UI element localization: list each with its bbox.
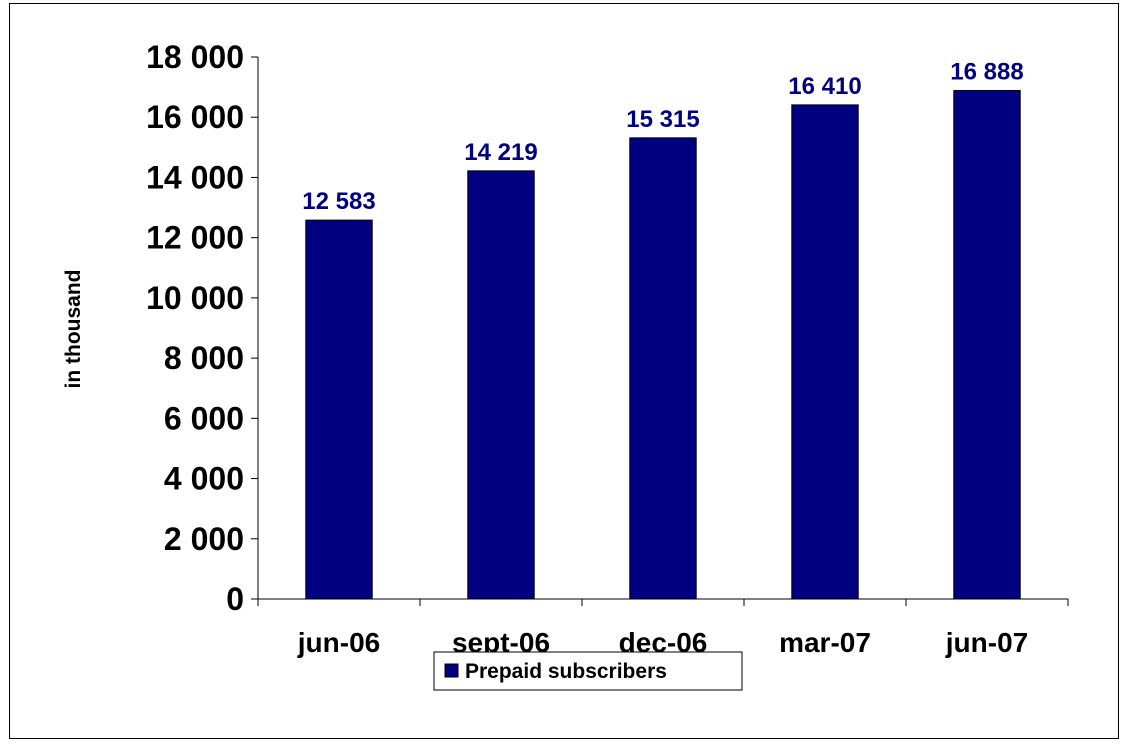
chart-frame: [9, 3, 1119, 739]
bars: [305, 89, 1021, 600]
bar: [305, 219, 373, 600]
y-tick-label: 0: [226, 581, 244, 617]
legend-swatch: [444, 663, 459, 678]
y-axis: 0 2 000 4 000 6 000 8 000 10 000 12 000 14 000 1…: [146, 39, 259, 617]
y-tick-label: 4 000: [164, 461, 244, 497]
x-tick-label: jun-06: [297, 627, 380, 658]
legend-box: [433, 651, 743, 691]
data-label: 14 219: [464, 139, 537, 166]
y-tick-label: 12 000: [146, 220, 244, 256]
y-tick-label: 18 000: [146, 39, 244, 75]
y-tick-label: 10 000: [146, 280, 244, 316]
x-tick-label: mar-07: [779, 627, 871, 658]
data-label: 16 888: [950, 58, 1023, 85]
legend-label: Prepaid subscribers: [465, 660, 667, 683]
data-label: 15 315: [626, 106, 699, 133]
y-axis-title: in thousand: [62, 270, 85, 389]
bar: [953, 89, 1021, 600]
x-tick-label: jun-07: [945, 627, 1028, 658]
y-tick-label: 8 000: [164, 340, 244, 376]
bar: [467, 170, 535, 600]
data-labels: 12 583 14 219 15 315 16 410 16 888: [302, 58, 1023, 215]
legend: Prepaid subscribers: [433, 651, 743, 691]
bar: [629, 137, 697, 600]
y-tick-label: 2 000: [164, 521, 244, 557]
data-label: 12 583: [302, 188, 375, 215]
y-tick-label: 14 000: [146, 159, 244, 195]
data-label: 16 410: [788, 73, 861, 100]
x-axis: jun-06 sept-06 dec-06 mar-07 jun-07: [257, 598, 1069, 658]
bar: [791, 104, 859, 600]
y-tick-label: 6 000: [164, 400, 244, 436]
y-tick-label: 16 000: [146, 99, 244, 135]
